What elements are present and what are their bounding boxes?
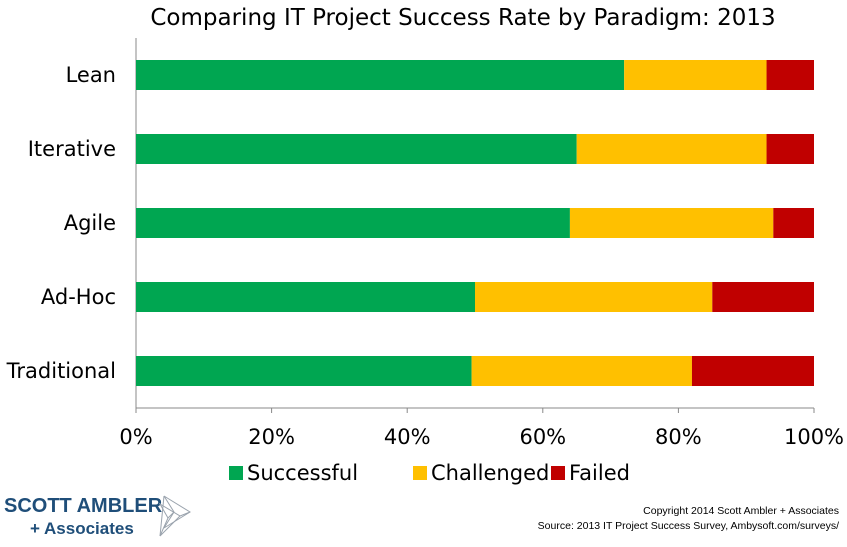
bar-segment-challenged: [471, 356, 692, 386]
copyright-note: Copyright 2014 Scott Ambler + Associates: [643, 505, 839, 517]
legend: Successful Challenged Failed: [229, 461, 630, 485]
bar-segment-challenged: [475, 282, 713, 312]
x-tick-label: 20%: [248, 425, 295, 449]
bar-segment-successful: [136, 208, 570, 238]
logo-mark-icon: [158, 495, 191, 537]
bar-segment-failed: [773, 208, 814, 238]
legend-label-failed: Failed: [569, 461, 630, 485]
bar-segment-failed: [766, 134, 814, 164]
x-tick-label: 80%: [655, 425, 702, 449]
category-label: Iterative: [28, 137, 116, 161]
bar-segment-successful: [136, 60, 625, 90]
bar-segment-challenged: [624, 60, 767, 90]
x-tick-label: 100%: [784, 425, 844, 449]
category-label: Agile: [64, 211, 116, 235]
source-note: Source: 2013 IT Project Success Survey, …: [537, 520, 839, 532]
x-tick-label: 60%: [519, 425, 566, 449]
bar-segment-challenged: [569, 208, 774, 238]
scott-ambler-logo: SCOTT AMBLER + Associates: [4, 495, 191, 538]
chart-title: Comparing IT Project Success Rate by Par…: [150, 5, 775, 31]
x-tick-label: 40%: [384, 425, 431, 449]
legend-swatch-successful: [229, 466, 243, 480]
bar-segment-failed: [691, 356, 814, 386]
bar-segment-successful: [136, 356, 472, 386]
logo-line1: SCOTT AMBLER: [4, 495, 163, 517]
x-tick-label: 0%: [119, 425, 152, 449]
legend-swatch-challenged: [413, 466, 427, 480]
plot-area: Lean Iterative Agile Ad-Hoc Traditional 0% 20%…: [6, 38, 844, 449]
bar-segment-successful: [136, 282, 475, 312]
bar-segment-successful: [136, 134, 577, 164]
legend-label-successful: Successful: [247, 461, 358, 485]
legend-swatch-failed: [551, 466, 565, 480]
bar-segment-failed: [712, 282, 814, 312]
stacked-bar-chart: Comparing IT Project Success Rate by Par…: [6, 5, 844, 485]
bar-segment-failed: [766, 60, 814, 90]
bar-segment-challenged: [576, 134, 767, 164]
legend-label-challenged: Challenged: [431, 461, 549, 485]
category-label: Lean: [66, 63, 116, 87]
category-label: Traditional: [6, 359, 116, 383]
category-label: Ad-Hoc: [41, 285, 116, 309]
logo-line2: + Associates: [30, 519, 134, 538]
